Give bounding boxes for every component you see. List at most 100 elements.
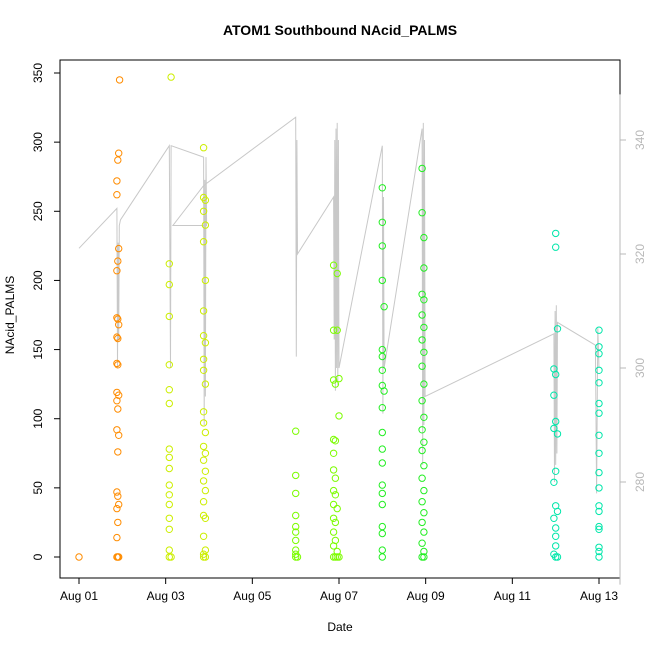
data-point (329, 500, 338, 509)
data-point (165, 361, 174, 369)
data-point (418, 311, 426, 319)
data-point (165, 525, 174, 533)
data-point (420, 509, 428, 517)
secondary-series-line (78, 116, 600, 494)
data-point (199, 207, 208, 216)
y2-tick-label: 320 (633, 244, 647, 264)
data-point (115, 431, 123, 439)
data-point (199, 498, 208, 506)
data-point (165, 445, 174, 453)
data-point (199, 419, 208, 427)
data-point (167, 553, 175, 561)
data-point (335, 553, 343, 561)
data-point (420, 528, 428, 536)
data-point (199, 366, 208, 374)
data-point (418, 474, 426, 482)
data-point (553, 507, 562, 516)
data-point (329, 514, 338, 522)
data-point (114, 448, 122, 456)
data-point (113, 267, 121, 275)
data-point (595, 484, 603, 492)
data-point (333, 504, 341, 513)
data-point (595, 553, 603, 561)
data-point (199, 408, 208, 416)
data-point (201, 553, 210, 561)
data-point (378, 459, 386, 467)
data-point (329, 435, 338, 444)
x-tick-label: Aug 09 (407, 589, 445, 603)
data-point (595, 547, 603, 556)
data-point (329, 449, 338, 457)
data-point (113, 359, 121, 368)
data-point (329, 376, 338, 384)
data-point (292, 546, 300, 554)
data-point (201, 428, 210, 437)
data-point (420, 486, 428, 495)
data-point (378, 546, 386, 554)
data-point (329, 466, 338, 474)
data-point (420, 413, 428, 421)
data-point (165, 464, 174, 473)
data-point (113, 191, 121, 199)
data-point (113, 314, 121, 322)
data-point (114, 361, 122, 369)
data-point (114, 257, 122, 265)
data-point (165, 260, 174, 268)
data-point (418, 446, 426, 455)
data-point (378, 553, 386, 561)
data-point (595, 326, 603, 334)
data-point (378, 522, 386, 531)
data-point (378, 345, 386, 354)
data-point (420, 264, 428, 272)
data-point (165, 386, 174, 394)
data-point (552, 370, 560, 379)
data-point (114, 156, 122, 164)
data-point (378, 184, 386, 192)
data-point (418, 426, 426, 434)
data-point (201, 467, 210, 475)
data-point (329, 261, 338, 269)
y-tick-label: 150 (31, 339, 45, 359)
data-point (595, 543, 603, 551)
data-point (420, 323, 428, 332)
data-point (420, 462, 428, 470)
data-point (292, 536, 300, 545)
data-point (292, 528, 300, 536)
data-point (165, 500, 174, 509)
data-point (420, 348, 428, 356)
x-tick-label: Aug 13 (580, 589, 618, 603)
data-point (113, 333, 121, 341)
data-point (113, 488, 121, 496)
data-point (113, 177, 121, 185)
y2-tick-label: 280 (633, 472, 647, 492)
data-point (199, 477, 208, 485)
data-point (552, 417, 560, 426)
data-point (552, 229, 560, 238)
data-point (378, 218, 386, 227)
data-point (552, 243, 560, 251)
data-point (165, 399, 174, 408)
data-point (420, 553, 428, 561)
data-point (201, 546, 210, 554)
x-tick-label: Aug 01 (60, 589, 98, 603)
data-point (201, 276, 210, 285)
data-point (199, 144, 208, 152)
data-point (418, 539, 426, 547)
data-point (595, 409, 603, 417)
chart-title: ATOM1 Southbound NAcid_PALMS (223, 22, 457, 38)
data-point (292, 522, 300, 531)
y-tick-label: 0 (31, 553, 45, 560)
data-point (418, 209, 426, 217)
data-point (115, 500, 123, 509)
data-point (199, 238, 208, 246)
y-tick-label: 250 (31, 201, 45, 221)
data-point (595, 525, 603, 533)
data-point (378, 428, 386, 437)
y-tick-label: 300 (31, 132, 45, 152)
data-point (329, 528, 338, 536)
data-point (552, 467, 560, 475)
data-point (550, 478, 558, 486)
data-point (114, 405, 122, 413)
data-point (378, 352, 386, 361)
